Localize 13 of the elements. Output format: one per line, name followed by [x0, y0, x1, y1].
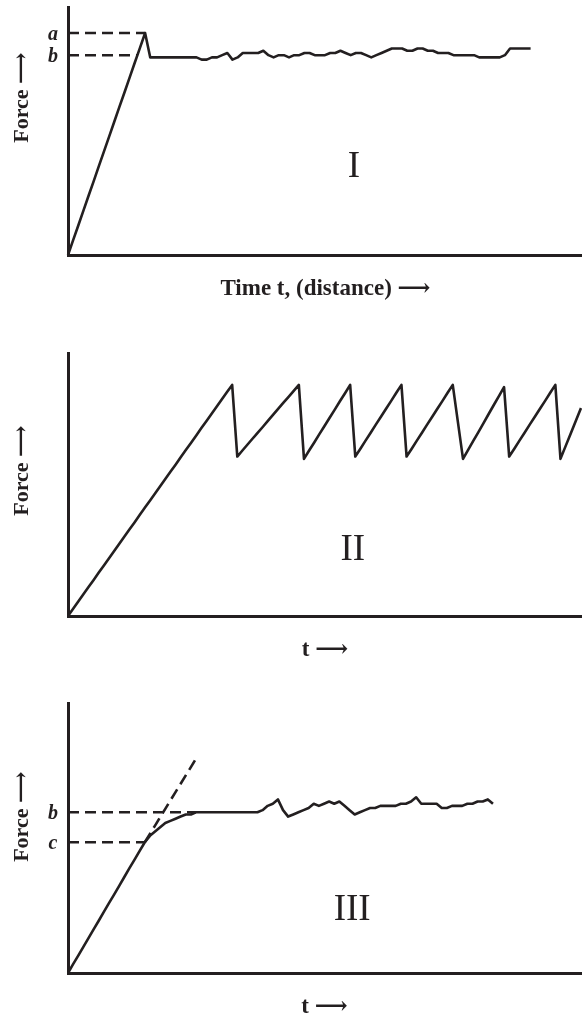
ref-line-label: b	[48, 44, 58, 67]
x-axis-title: Time t, (distance) ⟶	[220, 274, 431, 300]
annotation: II	[340, 526, 366, 568]
ref-line-label: a	[48, 21, 58, 44]
annotation: I	[347, 143, 360, 185]
ref-line-label: b	[48, 801, 58, 824]
x-axis-title: t ⟶	[301, 992, 348, 1015]
annotation: III	[333, 887, 371, 929]
x-axis-title: t ⟶	[301, 635, 349, 661]
y-axis-title: Force ⟶	[7, 771, 33, 862]
y-axis-title: Force ⟶	[7, 52, 33, 143]
y-axis-title: Force ⟶	[7, 425, 33, 516]
ref-line-label: c	[48, 831, 58, 854]
